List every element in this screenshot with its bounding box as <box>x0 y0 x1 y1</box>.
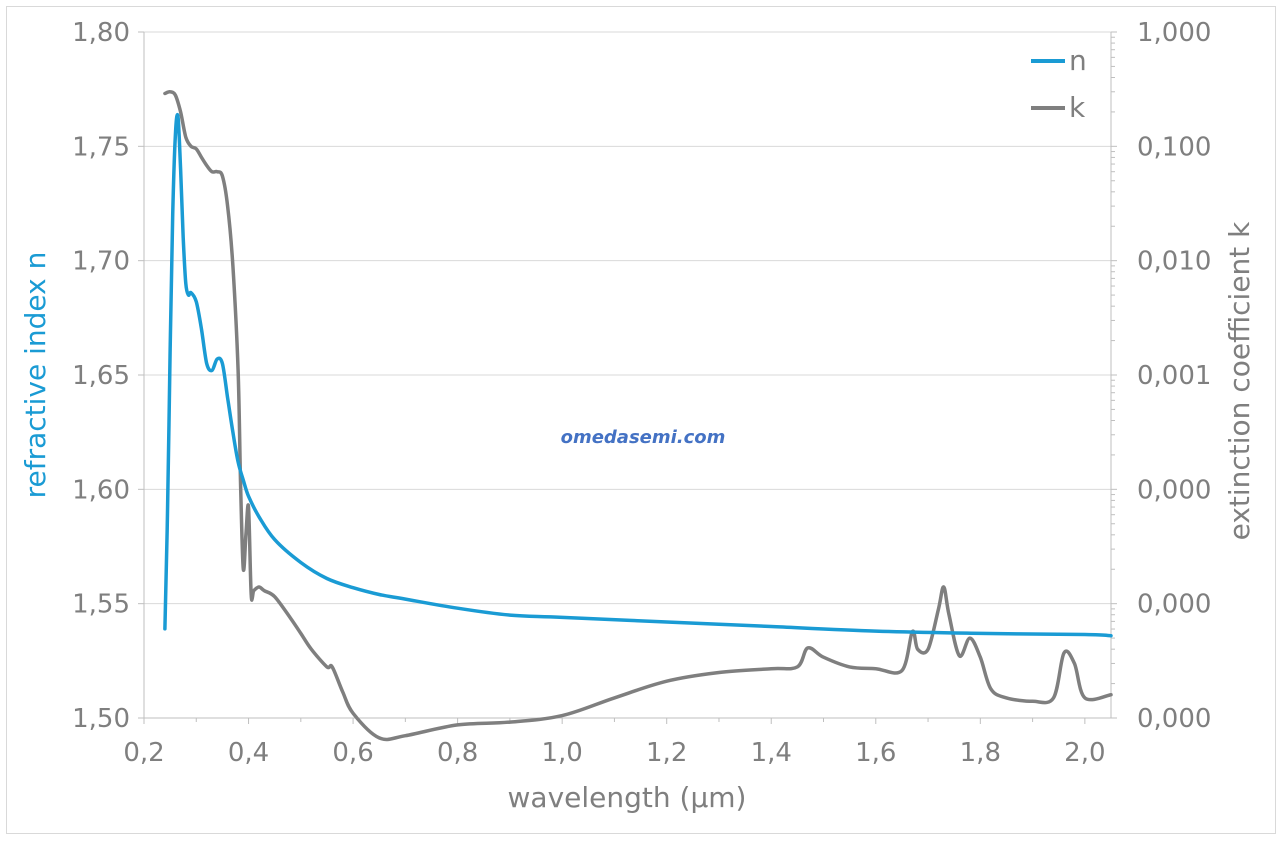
x-tick-label: 1,6 <box>855 738 896 768</box>
left-tick-label: 1,75 <box>72 132 130 162</box>
right-tick-label: 0,001 <box>1137 361 1211 391</box>
legend: n k <box>1031 44 1087 124</box>
left-tick-label: 1,60 <box>72 475 130 505</box>
x-tick-label: 0,2 <box>123 738 164 768</box>
x-axis-title: wavelength (µm) <box>508 781 747 814</box>
watermark-text: omedasemi.com <box>561 427 726 448</box>
x-tick-label: 0,6 <box>332 738 373 768</box>
left-axis-title: refractive index n <box>19 252 52 499</box>
left-tick-label: 1,50 <box>72 704 130 734</box>
right-tick-label: 0,010 <box>1137 247 1211 277</box>
series-line-n <box>163 112 1113 638</box>
series-layer <box>163 90 1113 742</box>
x-tick-label: 1,2 <box>646 738 687 768</box>
right-axis-ticks: 0,000 0,000 0,000 0,001 0,010 0,100 1,000 <box>1111 18 1211 734</box>
left-tick-label: 1,70 <box>72 247 130 277</box>
left-tick-label: 1,65 <box>72 361 130 391</box>
x-tick-label: 1,0 <box>541 738 582 768</box>
chart-frame: 0,2 0,4 0,6 0,8 1,0 1,2 1,4 1,6 1,8 2,0 1,50 1,55 1… <box>6 6 1276 834</box>
series-line-k <box>163 90 1113 742</box>
right-tick-label: 0,000 <box>1137 590 1211 620</box>
x-tick-label: 0,4 <box>228 738 269 768</box>
right-axis-title: extinction coefficient k <box>1223 221 1256 541</box>
x-tick-label: 1,4 <box>751 738 792 768</box>
x-tick-label: 0,8 <box>437 738 478 768</box>
right-tick-label: 0,100 <box>1137 132 1211 162</box>
legend-label-n: n <box>1069 44 1087 77</box>
left-tick-label: 1,55 <box>72 590 130 620</box>
x-tick-label: 1,8 <box>960 738 1001 768</box>
left-tick-label: 1,80 <box>72 18 130 48</box>
right-tick-label: 0,000 <box>1137 475 1211 505</box>
x-axis-ticks: 0,2 0,4 0,6 0,8 1,0 1,2 1,4 1,6 1,8 2,0 <box>123 718 1106 768</box>
chart-svg: 0,2 0,4 0,6 0,8 1,0 1,2 1,4 1,6 1,8 2,0 1,501,551… <box>19 18 1256 814</box>
x-tick-label: 2,0 <box>1064 738 1105 768</box>
legend-label-k: k <box>1069 91 1086 124</box>
right-tick-label: 0,000 <box>1137 704 1211 734</box>
gridlines <box>144 31 1111 605</box>
right-tick-label: 1,000 <box>1137 18 1211 48</box>
left-axis-ticks: 1,50 1,55 1,60 1,65 1,70 1,75 1,80 <box>72 18 144 734</box>
